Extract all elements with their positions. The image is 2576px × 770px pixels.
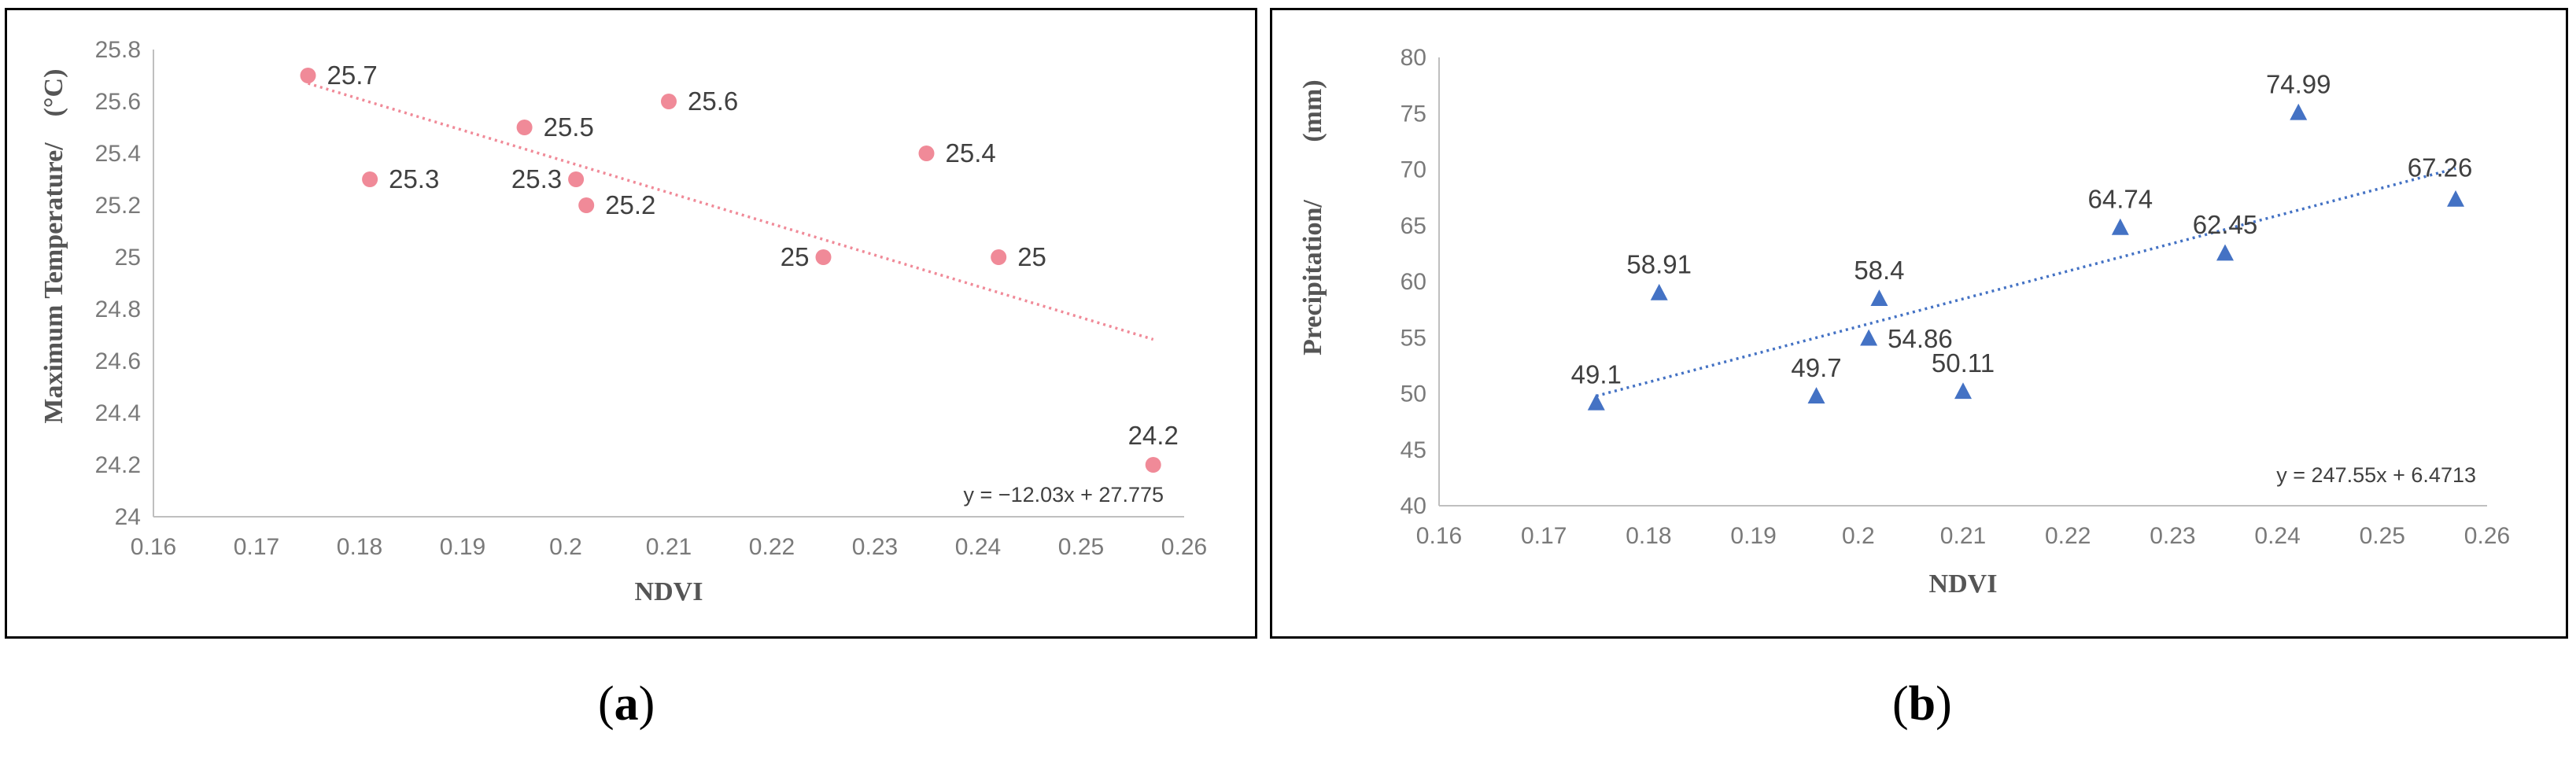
x-tick-label: 0.19 [440,534,485,560]
y-tick-label: 24.6 [95,348,141,374]
caption-b-letter: b [1908,677,1936,731]
data-label: 58.4 [1854,256,1904,285]
y-tick-label: 50 [1401,381,1426,407]
chart-b-svg: 40 45 50 55 60 65 70 75 80 0.16 0.17 0.18 0.19 0.2 0.2… [1298,45,2510,599]
y-tick-label: 25.4 [95,141,141,167]
data-label: 58.91 [1626,250,1692,279]
data-point [1807,387,1825,404]
x-tick-label: 0.18 [337,534,382,560]
y-tick-label: 25 [115,245,141,271]
y-tick-label: 45 [1401,437,1426,463]
y-axis-unit: (mm) [1298,79,1327,142]
data-point [815,249,832,265]
chart-a-svg: 24 24.2 24.4 24.6 24.8 25 25.2 25.4 25.6 25.8 0.16… [39,37,1207,606]
chart-panel-b: 40 45 50 55 60 65 70 75 80 0.16 0.17 0.18 0.19 0.2 0.2… [1270,8,2568,639]
y-tick-label: 25.2 [95,193,141,219]
caption-a-letter: a [614,677,639,731]
x-tick-label: 0.23 [2150,523,2195,549]
x-tick-label: 0.18 [1626,523,1671,549]
x-tick-label: 0.16 [1416,523,1462,549]
y-axis-title: Precipitation/ [1298,200,1327,356]
x-tick-label: 0.25 [2360,523,2405,549]
data-label: 25.6 [688,87,738,116]
data-label: 54.86 [1888,324,1953,353]
data-label: 25.2 [605,190,655,219]
data-point [1954,382,1972,400]
y-tick-label: 40 [1401,493,1426,519]
chart-panel-a: 24 24.2 24.4 24.6 24.8 25 25.2 25.4 25.6 25.8 0.16… [5,8,1257,639]
data-point [918,146,935,161]
x-tick-label: 0.16 [131,534,176,560]
x-tick-label: 0.19 [1730,523,1776,549]
data-point [1870,289,1888,307]
y-tick-label: 24.4 [95,400,141,426]
data-label: 25.5 [544,112,594,142]
x-tick-label: 0.24 [955,534,1001,560]
data-point [2447,190,2465,207]
data-point [661,94,677,109]
data-label: 25.3 [511,164,562,193]
data-point [1587,393,1605,411]
x-axis-title: NDVI [635,577,703,606]
y-tick-label: 80 [1401,45,1426,71]
data-point [516,120,533,135]
trendline-equation: y = −12.03x + 27.775 [964,483,1164,507]
data-point [1860,329,1878,346]
data-label: 49.1 [1571,359,1622,389]
y-tick-label: 25.8 [95,37,141,63]
data-point [2111,218,2129,235]
data-label: 24.2 [1128,421,1179,450]
data-point [991,249,1007,265]
x-tick-label: 0.23 [852,534,898,560]
x-axis-title: NDVI [1929,569,1998,599]
data-label: 25 [1017,242,1046,271]
y-tick-label: 60 [1401,269,1426,295]
x-tick-label: 0.17 [1521,523,1567,549]
data-label: 50.11 [1932,348,1995,378]
data-point [362,171,378,187]
caption-a: (a) [598,677,655,731]
y-tick-label: 75 [1401,101,1426,127]
y-tick-label: 24.2 [95,452,141,478]
x-tick-label: 0.2 [549,534,582,560]
x-tick-label: 0.26 [1161,534,1207,560]
y-tick-label: 65 [1401,213,1426,239]
y-tick-label: 24 [115,504,141,530]
trendline [307,82,1154,341]
data-label: 25.4 [946,138,996,168]
caption-b: (b) [1892,677,1952,731]
data-point [300,68,316,83]
y-tick-label: 70 [1401,157,1426,183]
data-point [2290,103,2308,120]
y-tick-label: 24.8 [95,297,141,322]
x-tick-label: 0.22 [749,534,795,560]
y-tick-label: 55 [1401,325,1426,351]
data-label: 74.99 [2266,69,2331,98]
data-point [578,197,595,213]
trendline-equation: y = 247.55x + 6.4713 [2276,463,2476,487]
x-tick-label: 0.2 [1842,523,1875,549]
trendline [1596,167,2456,398]
data-point [1650,283,1668,300]
y-axis-unit: (°C) [39,69,68,117]
y-tick-label: 25.6 [95,89,141,115]
data-label: 64.74 [2088,184,2153,213]
data-label: 49.7 [1791,353,1841,382]
y-axis-title: Maximum Temperature/ [39,142,68,424]
data-point [568,171,585,187]
data-label: 67.26 [2408,153,2473,182]
x-tick-label: 0.26 [2464,523,2510,549]
data-label: 25.3 [389,164,439,193]
x-tick-label: 0.24 [2254,523,2300,549]
data-label: 62.45 [2193,210,2258,239]
data-point [2216,244,2234,261]
x-tick-label: 0.17 [234,534,279,560]
data-label: 25.7 [327,61,378,90]
data-point [1145,457,1161,473]
x-tick-label: 0.21 [646,534,692,560]
x-tick-label: 0.21 [1940,523,1986,549]
data-label: 25 [781,242,810,271]
x-tick-label: 0.25 [1058,534,1104,560]
x-tick-label: 0.22 [2045,523,2091,549]
